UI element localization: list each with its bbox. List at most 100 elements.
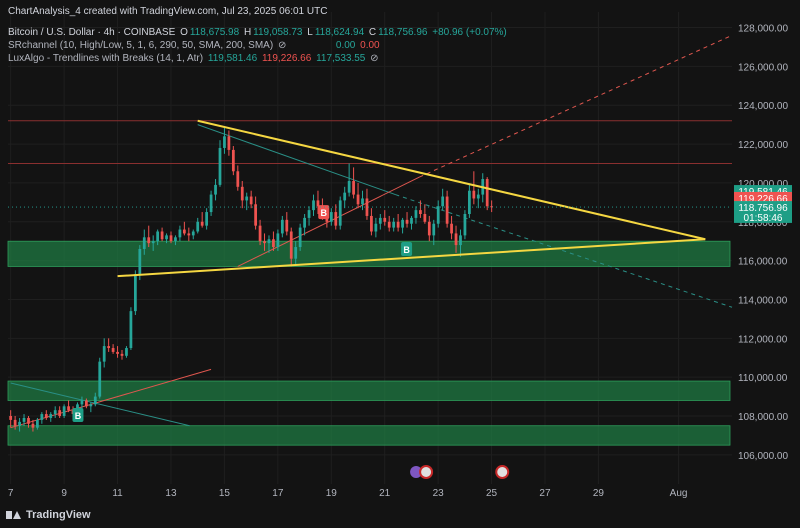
break-label-box	[318, 205, 330, 220]
candle-body	[178, 229, 182, 238]
y-tick-label: 106,000.00	[738, 451, 788, 462]
trendline-teal-solid	[197, 124, 396, 196]
candle-body	[13, 419, 17, 426]
candle-body	[138, 248, 142, 275]
candle-body	[227, 136, 231, 150]
candle-body	[62, 406, 66, 417]
candle-body	[27, 417, 30, 424]
trendline-red-solid	[237, 176, 420, 267]
eye-off-icon[interactable]: ⊘	[277, 40, 287, 51]
eye-off-icon[interactable]: ⊘	[370, 53, 379, 64]
y-tick-label: 114,000.00	[738, 295, 788, 306]
candle-body	[160, 231, 164, 240]
candle-body	[214, 184, 217, 195]
candle-body	[93, 396, 97, 405]
x-tick-label: 21	[379, 488, 391, 499]
candle-body	[307, 210, 311, 218]
y-tick-label: 108,000.00	[738, 412, 788, 423]
candle-body	[44, 414, 48, 418]
tradingview-logo[interactable]: TradingView	[6, 509, 91, 521]
x-tick-label: 17	[272, 488, 284, 499]
candle-body	[468, 190, 471, 215]
candle-body	[432, 223, 436, 236]
y-tick-label: 122,000.00	[738, 140, 788, 151]
title-text: ChartAnalysis_4 created with TradingView…	[8, 6, 328, 17]
x-tick-label: 11	[112, 488, 123, 499]
y-tick-label: 112,000.00	[738, 334, 788, 345]
indicator-srchannel-name[interactable]: SRchannel (10, High/Low, 5, 1, 6, 290, 5…	[8, 40, 274, 51]
y-tick-label: 124,000.00	[738, 101, 788, 112]
symbol-label[interactable]: Bitcoin / U.S. Dollar · 4h · COINBASE	[8, 27, 176, 38]
candle-body	[450, 223, 453, 234]
trendline-teal-dashed	[395, 194, 733, 308]
candle-body	[258, 225, 262, 242]
break-label-text: B	[320, 208, 327, 218]
candle-body	[329, 212, 333, 222]
price-label-text: 01:58:46	[744, 213, 783, 224]
trendline-teal-solid	[10, 382, 190, 427]
y-tick-label: 126,000.00	[738, 62, 788, 73]
candle-body	[236, 171, 240, 187]
candle-body	[272, 239, 275, 248]
x-tick-label: 7	[8, 488, 14, 499]
x-tick-label: 13	[165, 488, 177, 499]
candle-body	[129, 311, 133, 349]
open-value: 118,675.98	[189, 27, 240, 38]
candle-body	[80, 400, 84, 405]
candle-body	[294, 247, 298, 259]
x-tick-label: 15	[219, 488, 231, 499]
candle-body	[276, 233, 280, 248]
candle-body	[378, 217, 382, 224]
candle-body	[53, 410, 57, 415]
candle-body	[396, 221, 400, 228]
candle-body	[142, 237, 146, 249]
indicator-luxalgo[interactable]: LuxAlgo - Trendlines with Breaks (14, 1,…	[8, 53, 381, 64]
candle-body	[490, 206, 494, 208]
sr-zone	[7, 380, 731, 401]
indicator-srchannel[interactable]: SRchannel (10, High/Low, 5, 1, 6, 290, 5…	[8, 40, 382, 51]
candle-body	[191, 231, 195, 236]
candle-body	[187, 233, 191, 236]
flag-icon	[495, 465, 510, 479]
candle-body	[182, 229, 186, 234]
candle-body	[410, 217, 413, 224]
triangle-upper-line	[197, 119, 706, 241]
candle-body	[107, 346, 111, 349]
candle-body	[263, 241, 266, 244]
y-tick-label: 118,000.00	[738, 218, 788, 229]
candle-body	[312, 200, 315, 211]
y-tick-label: 128,000.00	[738, 24, 788, 35]
candle-body	[459, 235, 462, 246]
candle-body	[218, 147, 222, 185]
candle-body	[85, 400, 88, 407]
candle-body	[102, 346, 106, 362]
title-line: ChartAnalysis_4 created with TradingView…	[8, 6, 329, 17]
event-icon	[410, 466, 423, 478]
y-tick-label: 110,000.00	[738, 373, 788, 384]
candle-body	[22, 417, 26, 422]
candle-body	[401, 219, 404, 228]
indicator-luxalgo-value-2: 119,226.66	[261, 53, 312, 64]
candle-body	[18, 421, 21, 426]
high-value: 119,058.73	[253, 27, 303, 38]
candle-body	[245, 196, 249, 201]
candle-body	[240, 186, 244, 201]
candle-body	[476, 194, 480, 199]
candle-body	[441, 196, 445, 207]
candle-body	[316, 200, 320, 207]
x-tick-label: 27	[539, 488, 551, 499]
candle-body	[387, 221, 391, 228]
candle-body	[58, 410, 62, 417]
indicator-srchannel-value-2: 0.00	[360, 40, 380, 51]
candle-body	[156, 231, 160, 242]
x-tick-label: 29	[593, 488, 605, 499]
candle-body	[31, 423, 35, 428]
candle-body	[147, 237, 151, 244]
indicator-luxalgo-name[interactable]: LuxAlgo - Trendlines with Breaks (14, 1,…	[8, 53, 204, 64]
close-value: 118,756.96	[378, 27, 428, 38]
candle-body	[169, 235, 173, 242]
price-label-box	[734, 201, 792, 214]
candle-body	[40, 414, 44, 420]
